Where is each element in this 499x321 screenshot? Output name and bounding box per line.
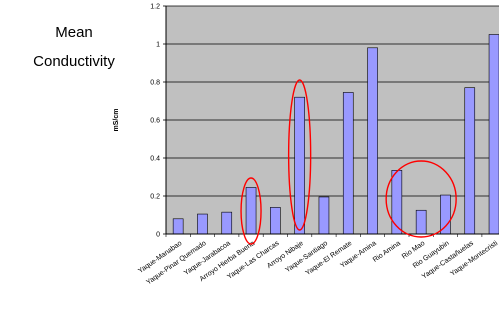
y-axis-label: mS/cm (113, 109, 120, 132)
bar (488, 34, 499, 235)
bars (172, 34, 499, 235)
bar (464, 87, 476, 235)
gridlines (166, 5, 499, 235)
y-tick-label: 0 (156, 232, 160, 239)
y-tick-label: 1 (156, 42, 160, 49)
y-tick-label: 0.8 (150, 80, 160, 87)
y-tick-label: 0.6 (150, 118, 160, 125)
bar (172, 218, 184, 235)
bar (294, 96, 305, 235)
y-tick-labels: 0 0.2 0.4 0.6 0.8 1 1.2 (150, 4, 166, 239)
bar (318, 196, 330, 235)
chart-title-line-2: Conductivity (33, 53, 115, 70)
highlight-circle (287, 79, 312, 231)
bar (270, 207, 281, 235)
chart-title: Mean Conductivity (0, 18, 148, 76)
bar (197, 213, 208, 235)
y-tick-label: 0.2 (150, 194, 160, 201)
bar (391, 170, 403, 235)
highlight-circles (240, 79, 457, 245)
bar (245, 187, 257, 235)
highlight-circle (240, 177, 262, 245)
x-tick-label: Rio Amina (372, 240, 402, 264)
bar (342, 92, 354, 235)
bar (415, 209, 427, 235)
chart-title-line-1: Mean (55, 24, 93, 41)
highlight-circle (385, 160, 457, 238)
bar (440, 194, 451, 235)
y-tick-label: 0.4 (150, 156, 160, 163)
bar (221, 211, 233, 235)
bar (367, 47, 378, 235)
y-tick-label: 1.2 (150, 4, 160, 11)
